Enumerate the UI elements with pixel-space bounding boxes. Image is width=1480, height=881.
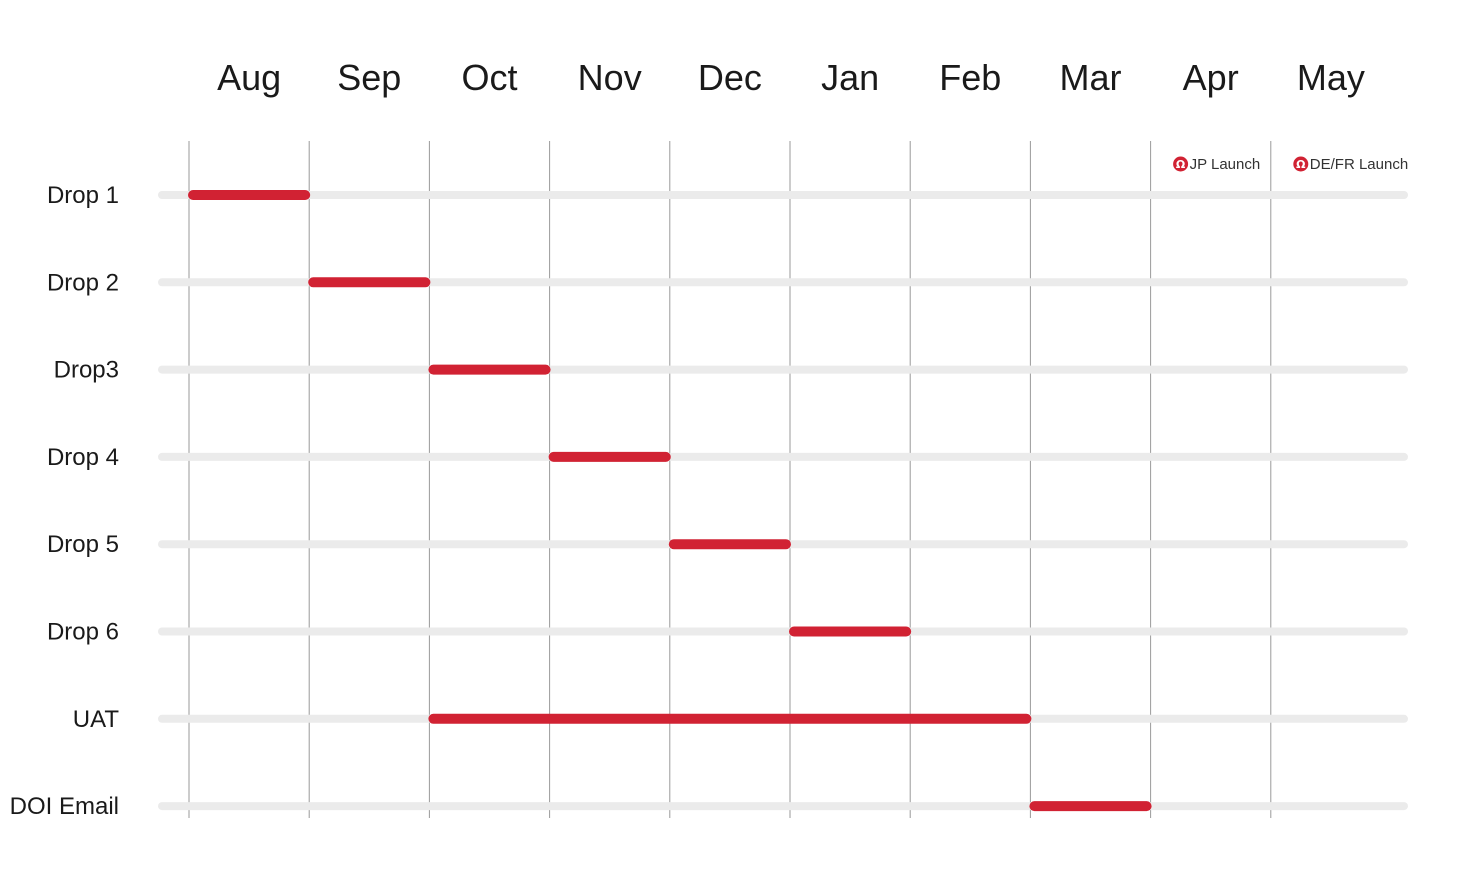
month-label-sep: Sep bbox=[337, 57, 401, 98]
milestone-jp-launch: Ω JP Launch bbox=[1173, 156, 1260, 173]
row-label-drop-5: Drop 5 bbox=[47, 531, 119, 558]
month-label-apr: Apr bbox=[1183, 57, 1239, 98]
lululemon-logo-icon bbox=[1293, 156, 1309, 172]
row-label-doi-email: DOI Email bbox=[10, 793, 119, 820]
task-bars bbox=[188, 190, 1152, 812]
row-label-drop3: Drop3 bbox=[54, 357, 119, 384]
milestone-label-de-fr-launch: DE/FR Launch bbox=[1310, 156, 1408, 173]
month-label-feb: Feb bbox=[939, 57, 1001, 98]
month-label-oct: Oct bbox=[461, 57, 517, 98]
milestone-label-jp-launch: JP Launch bbox=[1190, 156, 1261, 173]
logo-glyph: Ω bbox=[1296, 158, 1306, 171]
row-label-drop-6: Drop 6 bbox=[47, 619, 119, 646]
row-label-drop-4: Drop 4 bbox=[47, 444, 119, 471]
month-label-nov: Nov bbox=[578, 57, 642, 98]
month-label-dec: Dec bbox=[698, 57, 762, 98]
month-axis: Aug Sep Oct Nov Dec Jan Feb Mar Apr May bbox=[217, 57, 1365, 98]
month-label-may: May bbox=[1297, 57, 1365, 98]
milestone-de-fr-launch: Ω DE/FR Launch bbox=[1293, 156, 1408, 173]
row-label-uat: UAT bbox=[73, 706, 120, 733]
row-label-drop-2: Drop 2 bbox=[47, 269, 119, 296]
gridlines bbox=[188, 141, 1272, 818]
lululemon-logo-icon bbox=[1173, 156, 1189, 172]
row-labels: Drop 1 Drop 2 Drop3 Drop 4 Drop 5 Drop 6 UAT DO… bbox=[10, 182, 120, 820]
milestones: Ω JP Launch Ω DE/FR Launch bbox=[1173, 156, 1408, 173]
row-label-drop-1: Drop 1 bbox=[47, 182, 119, 209]
logo-glyph: Ω bbox=[1176, 158, 1186, 171]
month-label-mar: Mar bbox=[1060, 57, 1122, 98]
month-label-jan: Jan bbox=[821, 57, 879, 98]
month-label-aug: Aug bbox=[217, 57, 281, 98]
